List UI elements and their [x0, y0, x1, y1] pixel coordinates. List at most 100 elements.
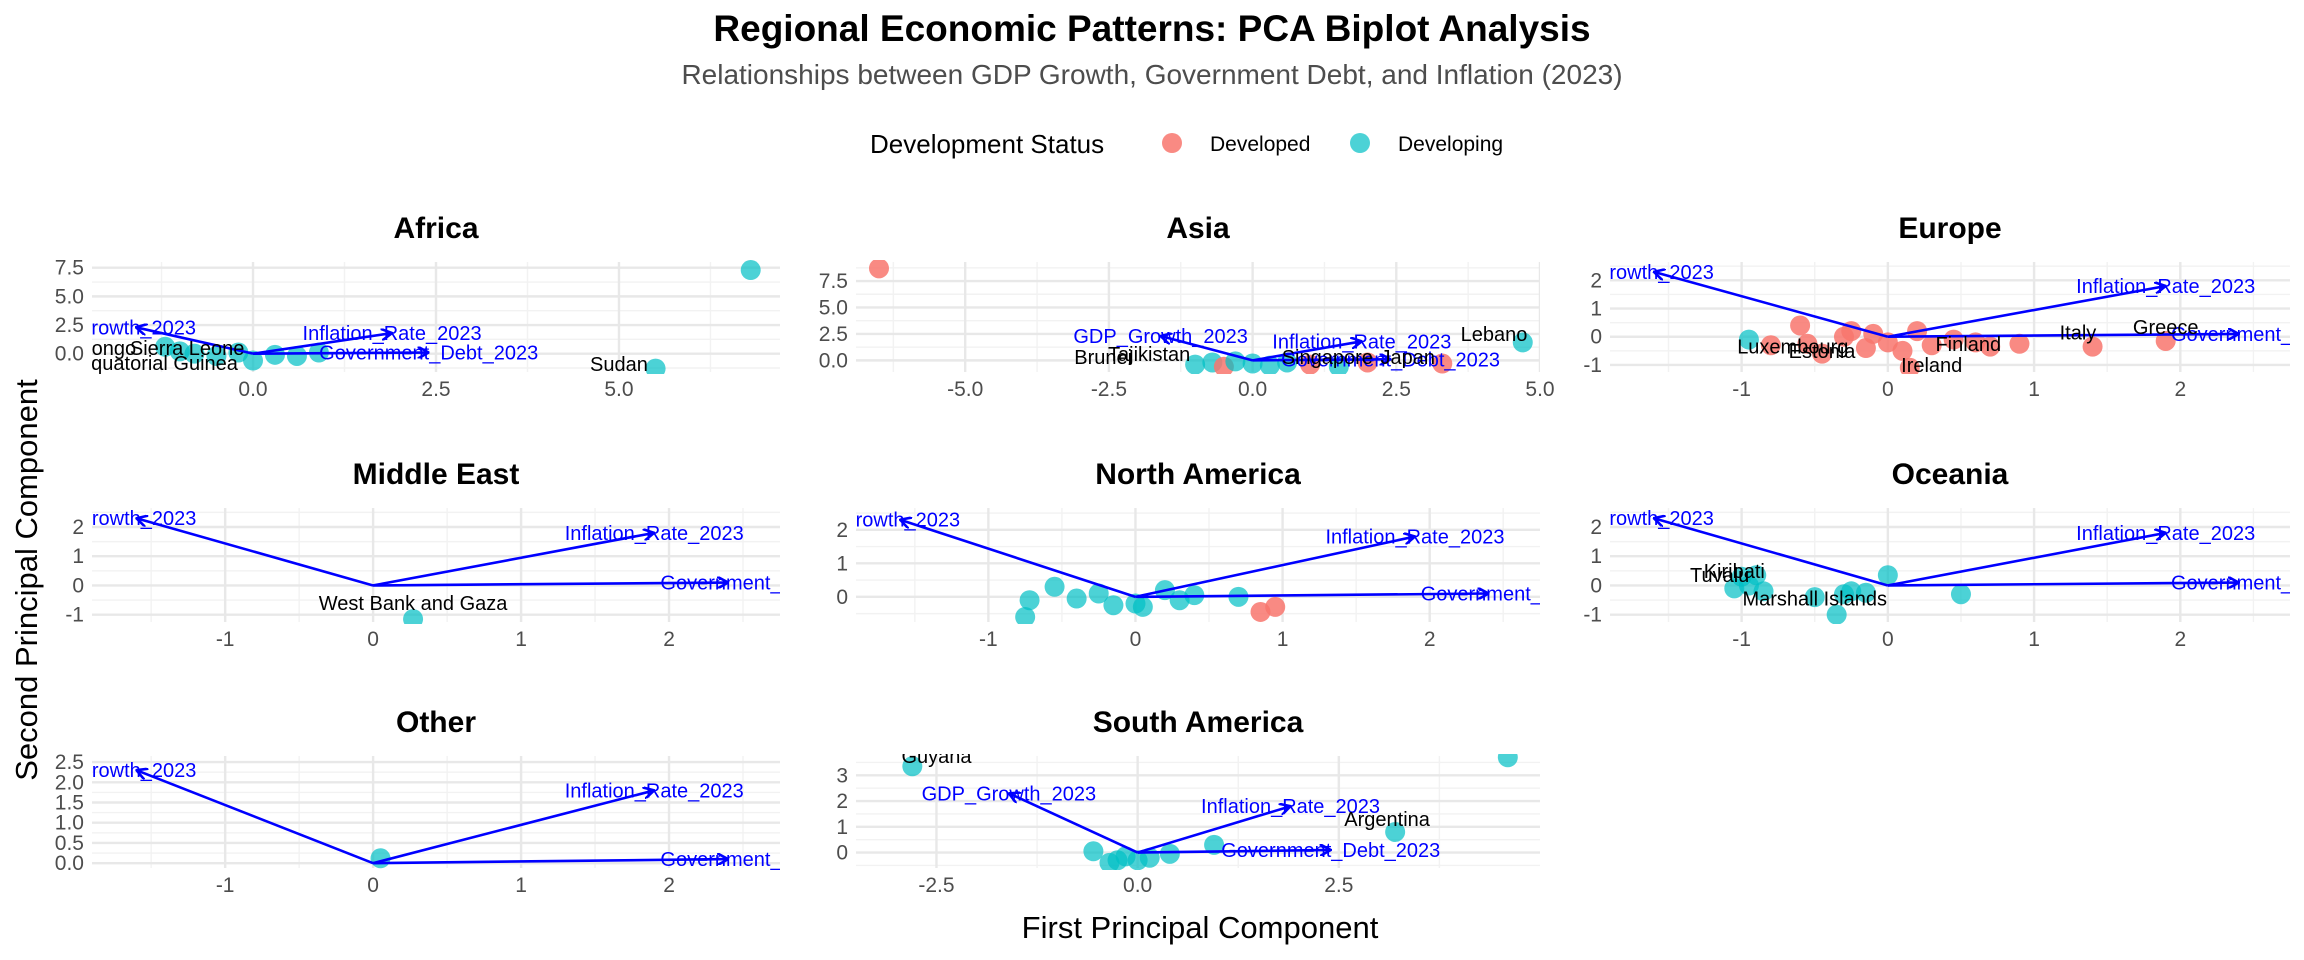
point-label: Sudan: [590, 354, 648, 376]
x-tick-label: -2.5: [1091, 378, 1127, 401]
data-point-developing: [206, 345, 227, 366]
data-point-developing: [1826, 604, 1847, 624]
point-label: Equatorial Guinea: [78, 353, 239, 375]
x-tick-label: 1: [2028, 378, 2040, 401]
loading-vector-inflation-rate-2023: [252, 333, 392, 355]
x-tick-label: -1: [1732, 628, 1751, 651]
data-point-developing: [169, 341, 190, 362]
data-point-developed: [1899, 357, 1920, 374]
grid-other: [92, 756, 780, 868]
y-tick-label: 2: [836, 790, 848, 813]
data-point-developing: [1277, 352, 1298, 373]
data-point-developing: [243, 350, 264, 371]
y-tick-label: 3: [836, 764, 848, 787]
point-label: Marshall Islands: [1742, 589, 1887, 611]
x-tick-label: 2.5: [1382, 378, 1411, 401]
data-point-developing: [1950, 584, 1971, 605]
y-tick-label: 1.5: [55, 791, 84, 814]
x-tick-label: 2: [663, 874, 675, 897]
loading-label-gdp-growth-2023: GDP_Growth_2023: [922, 783, 1097, 805]
legend-swatch-developed: [1162, 133, 1182, 153]
loading-label-government-debt-2023: Government_D: [2171, 324, 2304, 346]
point-label: Tajikistan: [1108, 344, 1190, 366]
grid-south-america: [856, 756, 1540, 868]
y-tick-label: 2: [1590, 269, 1602, 292]
point-label: Tuvalu: [1690, 565, 1749, 587]
loading-vector-gdp-growth-2023: [900, 520, 1136, 599]
x-axis-title: First Principal Component: [1022, 910, 1379, 945]
point-label: West Bank and Gaza: [319, 593, 509, 615]
y-tick-label: 0: [72, 574, 84, 597]
loading-label-gdp-growth-2023: Growth_2023: [1594, 508, 1714, 530]
data-point-developing: [403, 609, 424, 624]
x-tick-label: 2: [663, 628, 675, 651]
x-tick-label: 0: [367, 874, 379, 897]
data-point-developing: [1731, 566, 1752, 587]
y-tick-label: 7.5: [819, 270, 848, 293]
y-tick-label: 0: [1590, 574, 1602, 597]
legend-label-developing: Developing: [1398, 133, 1503, 156]
x-tick-label: -1: [216, 874, 235, 897]
point-label: Finland: [1935, 334, 2001, 356]
panel-europe: Europe-1 0 1 2-1012Growth_2023Government_DI…: [1583, 212, 2304, 401]
loading-label-government-debt-2023: Government_D: [660, 573, 796, 595]
point-label: Italy: [2060, 323, 2097, 345]
x-tick-label: 1: [515, 874, 527, 897]
grid-africa: [92, 262, 780, 372]
data-point-developed: [2155, 330, 2176, 351]
point-label: Kiribati: [1704, 561, 1765, 583]
plot-area-oceania: Growth_2023 Government_D Inflation_Rate_20…: [1594, 508, 2290, 624]
loading-label-inflation-rate-2023: Inflation_Rate_2023: [2076, 523, 2255, 545]
panel-oceania: Oceania-1 0 1 2-1012Growth_2023Government_D…: [1583, 458, 2290, 651]
loading-label-inflation-rate-2023: Inflation_Rate_2023: [1201, 796, 1380, 818]
point-label: Congo: [77, 338, 136, 360]
data-point-developing: [184, 343, 205, 364]
loading-vector-gdp-growth-2023: [136, 770, 374, 865]
x-tick-label: 2: [2174, 628, 2186, 651]
y-tick-label: 0.5: [55, 832, 84, 855]
loading-label-government-debt-2023: Government_Debt_2023: [1281, 349, 1500, 371]
legend: Development Status Developed Developing: [870, 129, 1503, 159]
y-tick-label: -1: [1583, 604, 1602, 627]
data-point-developed: [1980, 336, 2001, 357]
data-point-developing: [740, 260, 761, 281]
x-tick-label: -1: [979, 628, 998, 651]
panel-title-asia: Asia: [1166, 212, 1230, 245]
data-point-developed: [1797, 333, 1818, 354]
grid-europe: [1610, 262, 2290, 372]
loading-label-inflation-rate-2023: Inflation_Rate_2023: [1272, 331, 1451, 353]
x-tick-label: 2.5: [421, 378, 450, 401]
y-tick-label: 0: [836, 586, 848, 609]
data-point-developing: [286, 345, 307, 366]
data-point-developing: [1753, 581, 1774, 602]
loading-label-inflation-rate-2023: Inflation_Rate_2023: [303, 323, 482, 345]
loading-label-gdp-growth-2023: Growth_2023: [76, 508, 196, 530]
data-point-developing: [1855, 582, 1876, 603]
x-tick-label: 0: [367, 628, 379, 651]
loading-label-inflation-rate-2023: Inflation_Rate_2023: [565, 523, 744, 545]
y-axis-title: Second Principal Component: [9, 379, 44, 781]
y-tick-label: 2.5: [55, 314, 84, 337]
data-point-developed: [1921, 335, 1942, 356]
loading-label-gdp-growth-2023: Growth_2023: [1594, 262, 1714, 284]
data-point-developing: [1512, 332, 1533, 353]
data-point-developing: [1083, 841, 1104, 862]
loading-label-inflation-rate-2023: Inflation_Rate_2023: [1325, 527, 1504, 549]
plot-area-asia: GDP_Growth_2023 Government_Debt_2023Infla…: [868, 260, 1533, 374]
loading-label-gdp-growth-2023: Growth_2023: [76, 317, 196, 339]
facet-panels: Africa 0.0 2.5 5.0 0.0 2.5 5.0 7.5 Growth_2023 Go…: [55, 212, 2304, 897]
plot-area-africa: Growth_2023 Government_Debt_2023Inflation…: [76, 260, 761, 376]
y-tick-label: 2.0: [55, 771, 84, 794]
y-tick-label: 1: [836, 552, 848, 575]
data-point-developed: [1790, 315, 1811, 336]
data-point-developing: [228, 342, 249, 363]
loading-vector-inflation-rate-2023: [1887, 533, 2166, 587]
data-point-developed: [1432, 353, 1453, 374]
data-point-developed: [2082, 336, 2103, 357]
panel-title-south-america: South America: [1093, 706, 1304, 739]
loading-vector-government-debt-2023: [253, 353, 429, 354]
loading-vector-gdp-growth-2023: [1009, 793, 1139, 854]
loading-vector-government-debt-2023: [1137, 850, 1331, 853]
data-point-developing: [1841, 581, 1862, 602]
